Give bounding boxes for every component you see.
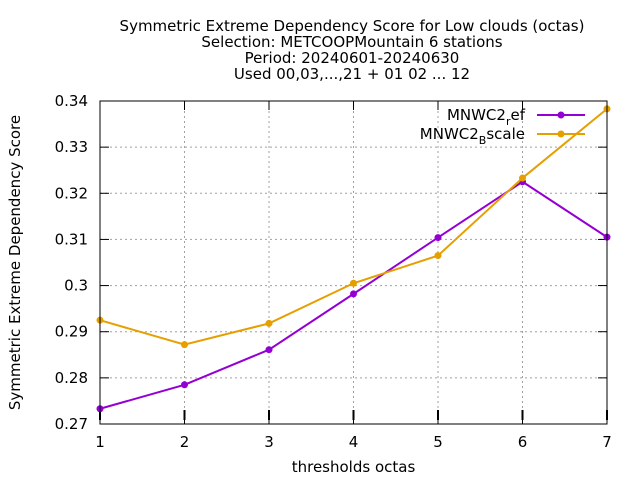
- series-group: [96, 105, 611, 413]
- y-tick-label: 0.32: [55, 184, 88, 202]
- title-line: Period: 20240601-20240630: [245, 49, 460, 67]
- legend-label: MNWC2ref: [447, 106, 526, 128]
- data-point: [181, 381, 188, 389]
- x-tick-label: 7: [602, 433, 612, 451]
- data-point: [350, 290, 357, 298]
- data-point: [434, 234, 442, 242]
- legend-marker: [557, 111, 565, 119]
- x-tick-label: 3: [264, 433, 274, 451]
- y-tick-label: 0.34: [55, 92, 88, 110]
- x-tick-label: 2: [180, 433, 190, 451]
- y-tick-label: 0.27: [55, 415, 88, 433]
- title-line: Symmetric Extreme Dependency Score for L…: [120, 17, 585, 35]
- title-line: Used 00,03,...,21 + 01 02 ... 12: [234, 65, 470, 83]
- chart-title: Symmetric Extreme Dependency Score for L…: [120, 17, 585, 83]
- data-point: [265, 319, 273, 327]
- legend-marker: [557, 130, 565, 138]
- data-point: [350, 279, 357, 287]
- x-axis-label: thresholds octas: [292, 458, 416, 476]
- y-tick-label: 0.29: [55, 323, 88, 341]
- y-axis-label: Symmetric Extreme Dependency Score: [6, 115, 24, 410]
- x-tick-label: 1: [95, 433, 105, 451]
- y-tick-label: 0.33: [55, 138, 88, 156]
- plot-frame: [99, 100, 608, 425]
- x-tick-label: 4: [349, 433, 359, 451]
- data-point: [181, 341, 188, 349]
- x-tick-label: 6: [518, 433, 528, 451]
- data-point: [265, 346, 273, 354]
- y-tick-label: 0.31: [55, 230, 88, 248]
- grid: [100, 101, 607, 424]
- x-tick-label: 5: [433, 433, 443, 451]
- title-line: Selection: METCOOPMountain 6 stations: [201, 33, 502, 51]
- axis-ticks: 1 2 3 4 5 6 7 0.27 0.28 0.29 0.3 0.31 0.32 0.33 0.34: [55, 92, 612, 451]
- y-tick-label: 0.3: [64, 277, 88, 295]
- y-tick-label: 0.28: [55, 369, 88, 387]
- legend-label: MNWC2Bscale: [420, 125, 525, 147]
- data-point: [434, 252, 442, 260]
- data-point: [519, 174, 526, 182]
